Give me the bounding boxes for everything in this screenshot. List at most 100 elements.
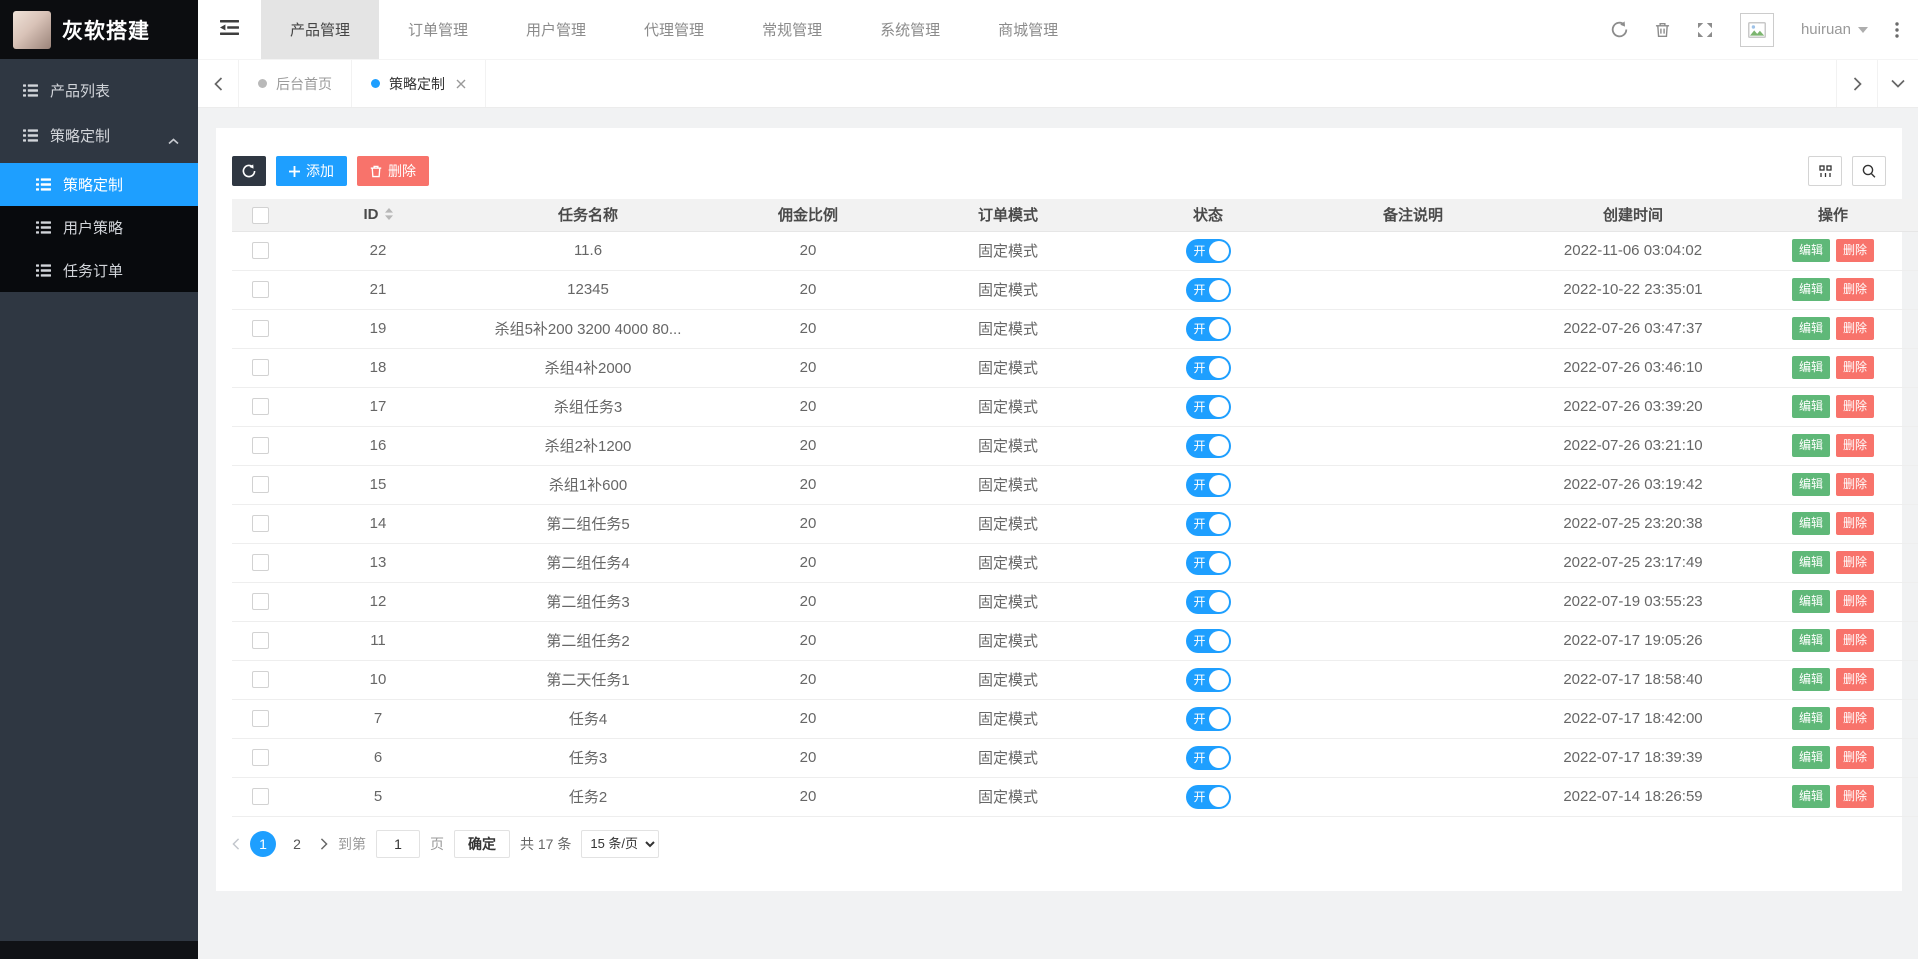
status-toggle[interactable]: 开 [1185,745,1231,770]
topnav-tab[interactable]: 商城管理 [998,22,1059,39]
edit-row-button[interactable]: 编辑 [1791,746,1830,769]
sidebar-submenu-item[interactable]: 任务订单 [0,249,198,292]
edit-row-button[interactable]: 编辑 [1791,434,1830,457]
delete-row-button[interactable]: 删除 [1836,785,1875,808]
row-checkbox[interactable] [251,788,269,806]
delete-row-button[interactable]: 删除 [1836,473,1875,496]
edit-row-button[interactable]: 编辑 [1791,317,1830,340]
status-toggle[interactable]: 开 [1185,472,1231,497]
row-checkbox[interactable] [251,437,269,455]
fullscreen-icon[interactable] [1697,22,1713,38]
status-toggle[interactable]: 开 [1185,433,1231,458]
edit-row-button[interactable]: 编辑 [1791,590,1830,613]
topnav-tab[interactable]: 用户管理 [526,22,587,39]
edit-row-button[interactable]: 编辑 [1791,629,1830,652]
goto-page-input[interactable] [376,829,420,858]
status-toggle[interactable]: 开 [1185,316,1231,341]
row-checkbox[interactable] [251,749,269,767]
status-toggle[interactable]: 开 [1185,277,1231,302]
tabs-scroll-left-button[interactable] [198,60,239,107]
tabs-menu-button[interactable] [1877,60,1918,107]
row-checkbox[interactable] [251,554,269,572]
status-toggle[interactable]: 开 [1185,238,1231,263]
row-checkbox[interactable] [251,281,269,299]
status-toggle[interactable]: 开 [1185,589,1231,614]
row-checkbox[interactable] [251,476,269,494]
delete-row-button[interactable]: 删除 [1836,317,1875,340]
row-checkbox[interactable] [251,242,269,260]
prev-page-button[interactable] [232,837,240,850]
sidebar-item-product-list[interactable]: 产品列表 [0,68,198,113]
sidebar-submenu-item[interactable]: 用户策略 [0,206,198,249]
delete-row-button[interactable]: 删除 [1836,551,1875,574]
column-filter-button[interactable] [1808,156,1842,186]
delete-row-button[interactable]: 删除 [1836,278,1875,301]
page-size-select[interactable]: 15 条/页 [581,829,660,858]
status-toggle[interactable]: 开 [1185,550,1231,575]
page-tab[interactable]: 策略定制 [352,60,486,107]
sidebar-submenu-item[interactable]: 策略定制 [0,163,198,206]
row-checkbox[interactable] [251,671,269,689]
status-toggle[interactable]: 开 [1185,511,1231,536]
user-menu[interactable]: huiruan [1801,21,1868,38]
status-toggle[interactable]: 开 [1185,667,1231,692]
edit-row-button[interactable]: 编辑 [1791,473,1830,496]
page-tab[interactable]: 后台首页 [239,60,352,107]
delete-row-button[interactable]: 删除 [1836,590,1875,613]
topnav-tab[interactable]: 订单管理 [408,22,469,39]
search-button[interactable] [1852,156,1886,186]
refresh-button[interactable] [232,156,266,186]
refresh-icon[interactable] [1611,21,1628,38]
status-toggle[interactable]: 开 [1185,628,1231,653]
select-all-checkbox[interactable] [251,206,269,224]
edit-row-button[interactable]: 编辑 [1791,278,1830,301]
row-checkbox[interactable] [251,359,269,377]
row-checkbox[interactable] [251,593,269,611]
topnav-tab[interactable]: 产品管理 [261,0,380,59]
row-checkbox[interactable] [251,398,269,416]
delete-row-button[interactable]: 删除 [1836,668,1875,691]
user-avatar[interactable] [1739,12,1774,47]
next-page-button[interactable] [320,837,328,850]
column-header-id[interactable]: ID [288,199,468,232]
goto-confirm-button[interactable]: 确定 [454,829,510,858]
status-toggle[interactable]: 开 [1185,706,1231,731]
sort-icon[interactable] [384,208,393,221]
delete-button[interactable]: 删除 [357,156,429,186]
more-menu-icon[interactable] [1895,21,1899,38]
edit-row-button[interactable]: 编辑 [1791,785,1830,808]
tabs-scroll-right-button[interactable] [1836,60,1877,107]
edit-row-button[interactable]: 编辑 [1791,356,1830,379]
logo[interactable]: 灰软搭建 [0,0,198,59]
topnav-tab[interactable]: 常规管理 [762,22,823,39]
delete-row-button[interactable]: 删除 [1836,512,1875,535]
delete-row-button[interactable]: 删除 [1836,746,1875,769]
status-toggle[interactable]: 开 [1185,394,1231,419]
status-toggle[interactable]: 开 [1185,784,1231,809]
edit-row-button[interactable]: 编辑 [1791,512,1830,535]
row-checkbox[interactable] [251,710,269,728]
delete-row-button[interactable]: 删除 [1836,629,1875,652]
page-number-button[interactable]: 2 [293,835,301,852]
edit-row-button[interactable]: 编辑 [1791,707,1830,730]
add-button[interactable]: 添加 [276,156,347,186]
edit-row-button[interactable]: 编辑 [1791,668,1830,691]
edit-row-button[interactable]: 编辑 [1791,239,1830,262]
close-icon[interactable] [456,79,466,89]
delete-row-button[interactable]: 删除 [1836,707,1875,730]
page-number-button[interactable]: 1 [250,830,276,857]
topnav-tab[interactable]: 系统管理 [880,22,941,39]
row-checkbox[interactable] [251,515,269,533]
delete-row-button[interactable]: 删除 [1836,434,1875,457]
sidebar-item-strategy[interactable]: 策略定制 [0,113,198,158]
delete-row-button[interactable]: 删除 [1836,356,1875,379]
delete-row-button[interactable]: 删除 [1836,395,1875,418]
row-checkbox[interactable] [251,632,269,650]
trash-icon[interactable] [1655,22,1670,38]
edit-row-button[interactable]: 编辑 [1791,551,1830,574]
topnav-tab[interactable]: 代理管理 [644,22,705,39]
row-checkbox[interactable] [251,320,269,338]
delete-row-button[interactable]: 删除 [1836,239,1875,262]
collapse-sidebar-button[interactable] [198,0,261,59]
status-toggle[interactable]: 开 [1185,355,1231,380]
